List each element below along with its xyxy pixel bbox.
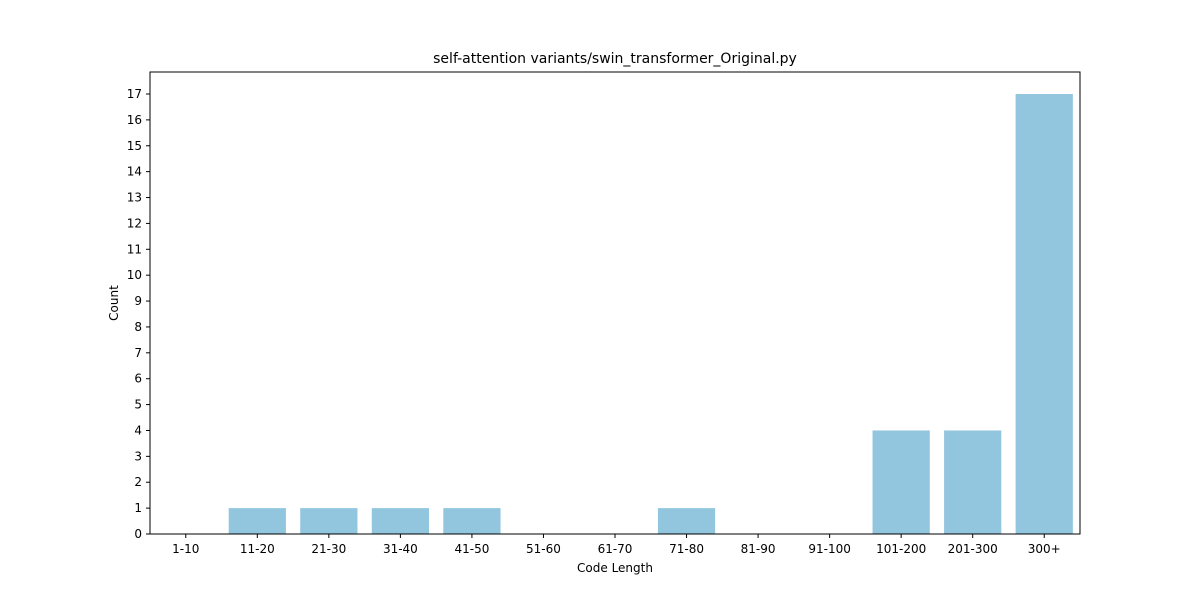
bar-300+ xyxy=(1015,94,1073,534)
y-tick-label: 11 xyxy=(127,242,142,256)
y-tick-label: 17 xyxy=(127,87,142,101)
x-axis: 1-10 11-20 21-30 31-40 41-50 51-60 61-70 71-80 8… xyxy=(172,534,1061,556)
x-tick-label: 101-200 xyxy=(876,542,926,556)
y-tick-label: 15 xyxy=(127,139,142,153)
y-tick-label: 5 xyxy=(134,398,142,412)
y-tick-label: 4 xyxy=(134,423,142,437)
bar-201-300 xyxy=(944,430,1002,534)
x-tick-label: 81-90 xyxy=(741,542,776,556)
x-axis-label: Code Length xyxy=(577,561,653,575)
bar-11-20 xyxy=(228,508,286,534)
y-tick-label: 16 xyxy=(127,113,142,127)
y-tick-label: 6 xyxy=(134,372,142,386)
x-tick-label: 91-100 xyxy=(808,542,851,556)
plot-frame xyxy=(149,71,1081,535)
y-tick-label: 0 xyxy=(134,527,142,541)
y-tick-label: 9 xyxy=(134,294,142,308)
y-tick-label: 1 xyxy=(134,501,142,515)
x-tick-label: 11-20 xyxy=(240,542,275,556)
x-tick-label: 61-70 xyxy=(598,542,633,556)
bars-group xyxy=(228,94,1073,534)
y-tick-label: 3 xyxy=(134,449,142,463)
x-tick-label: 201-300 xyxy=(948,542,998,556)
y-tick-label: 10 xyxy=(127,268,142,282)
bar-71-80 xyxy=(657,508,716,534)
y-tick-label: 2 xyxy=(134,475,142,489)
x-tick-label: 21-30 xyxy=(311,542,346,556)
x-tick-label: 41-50 xyxy=(454,542,489,556)
bar-31-40 xyxy=(371,508,429,534)
bar-41-50 xyxy=(443,508,501,534)
y-tick-label: 8 xyxy=(134,320,142,334)
x-tick-label: 51-60 xyxy=(526,542,561,556)
chart-title: self-attention variants/swin_transformer… xyxy=(433,51,797,67)
bar-101-200 xyxy=(872,430,930,534)
y-tick-label: 13 xyxy=(127,191,142,205)
y-tick-label: 14 xyxy=(127,165,142,179)
x-tick-label: 71-80 xyxy=(669,542,704,556)
x-tick-label: 1-10 xyxy=(172,542,199,556)
y-tick-label: 12 xyxy=(127,216,142,230)
x-tick-label: 300+ xyxy=(1028,542,1061,556)
x-tick-label: 31-40 xyxy=(383,542,418,556)
y-tick-label: 7 xyxy=(134,346,142,360)
bar-21-30 xyxy=(300,508,358,534)
y-axis-label: Count xyxy=(107,285,121,321)
